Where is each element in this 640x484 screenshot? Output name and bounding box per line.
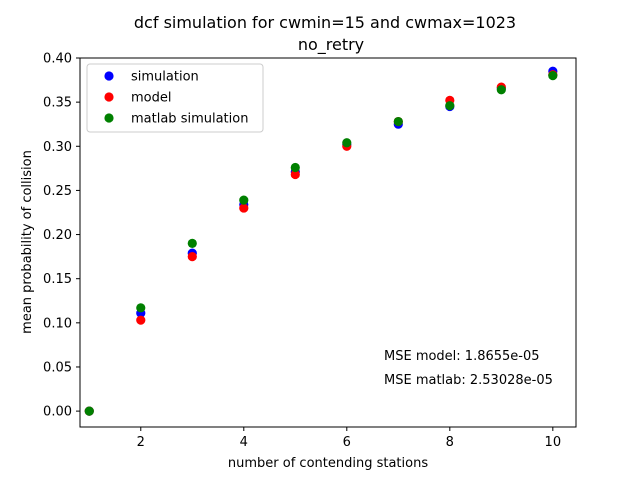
legend-label: simulation	[131, 70, 199, 85]
x-tick-label: 10	[545, 435, 562, 450]
data-point	[239, 203, 249, 213]
series-matlab-simulation	[84, 71, 558, 416]
y-tick-label: 0.10	[43, 316, 72, 331]
data-point	[393, 116, 403, 127]
legend-marker	[104, 71, 114, 81]
legend-marker	[104, 113, 114, 123]
y-tick-label: 0.00	[43, 405, 72, 420]
y-tick-label: 0.20	[43, 228, 72, 243]
x-tick-label: 8	[446, 435, 454, 450]
mse-model-annotation: MSE model: 1.8655e-05	[384, 349, 540, 364]
y-tick-label: 0.30	[43, 140, 72, 155]
x-tick-label: 6	[343, 435, 351, 450]
data-point	[136, 303, 146, 313]
data-point	[84, 406, 94, 416]
legend-label: model	[131, 91, 171, 106]
x-axis-label: number of contending stations	[228, 456, 428, 471]
x-tick-label: 2	[137, 435, 145, 450]
data-point	[342, 138, 352, 148]
data-point	[496, 85, 506, 95]
data-point	[290, 169, 300, 180]
y-axis-label: mean probability of collision	[20, 150, 35, 334]
data-point	[136, 315, 146, 325]
x-tick-label: 4	[240, 435, 248, 450]
mse-matlab-annotation: MSE matlab: 2.53028e-05	[384, 373, 553, 388]
annotations: MSE model: 1.8655e-05 MSE matlab: 2.5302…	[384, 349, 553, 388]
axes-frame	[79, 57, 577, 428]
y-tick-label: 0.40	[43, 52, 72, 67]
chart-title-line2: no_retry	[298, 35, 364, 55]
chart-title-line1: dcf simulation for cwmin=15 and cwmax=10…	[134, 13, 516, 32]
data-point	[187, 238, 197, 248]
data-point	[290, 162, 300, 173]
data-point	[239, 195, 249, 205]
legend-marker	[104, 92, 114, 102]
y-tick-label: 0.35	[43, 96, 72, 111]
legend-label: matlab simulation	[131, 112, 248, 127]
plot-area: 2 4 6 8 10 0.00 0.05 0.10 0.15 0.20 0.25 0.30 0.35 0.…	[43, 52, 577, 450]
data-point	[548, 71, 558, 81]
y-tick-label: 0.05	[43, 360, 72, 375]
y-tick-label: 0.15	[43, 272, 72, 287]
data-point	[187, 252, 197, 262]
legend: simulation model matlab simulation	[86, 63, 264, 133]
y-tick-label: 0.25	[43, 184, 72, 199]
legend-box	[86, 63, 264, 133]
data-point	[445, 101, 455, 111]
